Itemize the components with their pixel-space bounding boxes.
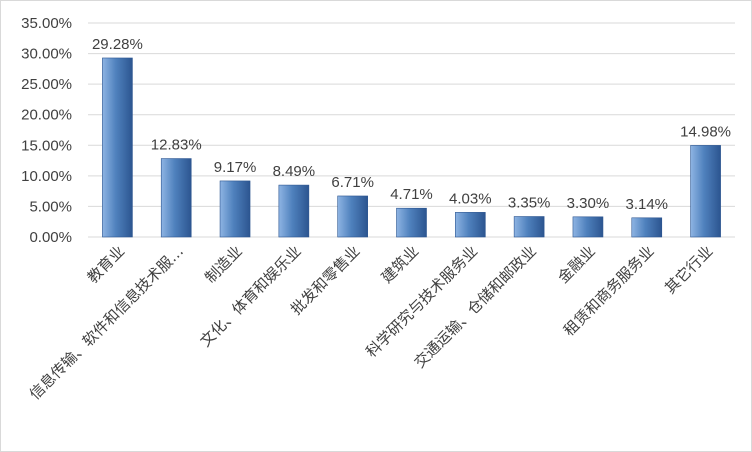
bar [102,57,133,238]
bars [102,57,721,238]
y-tick-label: 25.00% [21,76,72,93]
category-label: 教育业 [84,242,129,287]
data-label: 3.30% [567,195,610,212]
data-label: 12.83% [151,137,202,154]
data-label: 8.49% [273,163,316,180]
bar [690,145,721,238]
bar [455,212,486,238]
y-tick-label: 0.00% [29,229,72,246]
y-tick-label: 15.00% [21,137,72,154]
bar [631,217,663,238]
y-tick-label: 5.00% [29,198,72,215]
data-label: 3.35% [508,195,551,212]
data-label: 14.98% [680,123,731,140]
category-label: 建筑业 [378,242,423,287]
y-tick-label: 20.00% [21,107,72,124]
gridlines [88,22,735,238]
bar [160,158,192,238]
y-tick-label: 35.00% [21,15,72,32]
y-axis-tick-labels: 0.00% 5.00% 10.00% 15.00% 20.00% 25.00% 30.00%… [21,15,72,246]
data-label: 4.71% [390,186,433,203]
data-label: 4.03% [449,190,492,207]
bar [572,216,604,238]
y-tick-label: 30.00% [21,46,72,63]
data-label: 3.14% [625,196,668,213]
data-label: 29.28% [92,36,143,53]
y-tick-label: 10.00% [21,168,72,185]
category-label: 科学研究与技术服务业 [362,242,481,361]
bar [513,216,545,238]
category-label: 交通运输、仓储和邮政业 [411,242,540,371]
bar [337,195,368,238]
bar [219,180,251,238]
category-label: 金融业 [554,242,599,287]
category-label: 文化、体育和娱乐业 [196,242,304,350]
category-label: 其它行业 [661,242,716,297]
data-labels: 29.28% 12.83% 9.17% 8.49% 6.71% 4.71% 4.03% 3.3… [92,36,731,213]
bar [278,184,310,238]
data-label: 9.17% [214,159,257,176]
bar [396,207,427,238]
data-label: 6.71% [331,174,374,191]
category-label: 制造业 [201,242,246,287]
